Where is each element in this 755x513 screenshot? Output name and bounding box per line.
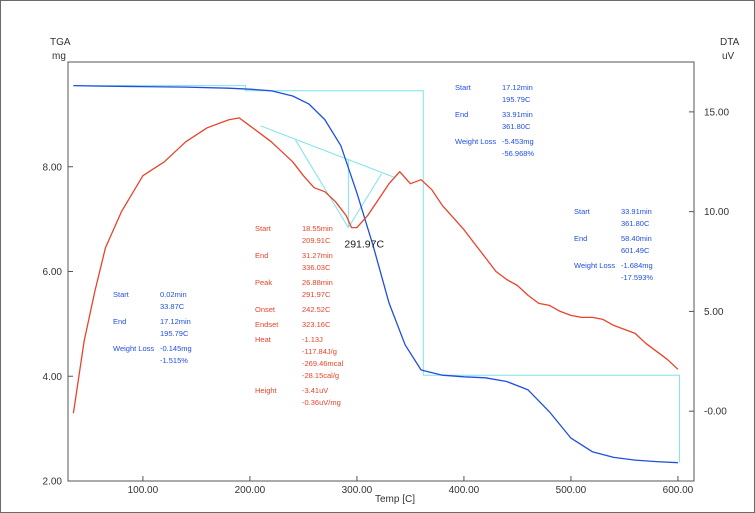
x-tick-label: 400.00 — [449, 485, 480, 496]
annotation-label: Start — [113, 290, 130, 299]
annotation-label: End — [455, 110, 468, 119]
annotation-value: 291.97C — [302, 290, 331, 299]
plot-area — [67, 61, 695, 482]
onset-tangent — [294, 139, 349, 228]
annotation-value: -56.968% — [502, 149, 534, 158]
annotation-value: -117.84J/g — [302, 347, 337, 356]
annotation-value: 323.16C — [302, 320, 331, 329]
annotation-value: -1.13J — [302, 335, 323, 344]
x-tick-label: 500.00 — [556, 485, 587, 496]
annotation-value: 26.88min — [302, 278, 333, 287]
annotation-label: End — [113, 317, 126, 326]
annotation-label: Weight Loss — [113, 344, 154, 353]
annotation-value: 17.12min — [160, 317, 191, 326]
annotation-value: 195.79C — [160, 329, 189, 338]
left-y-tick-label: 6.00 — [43, 267, 63, 278]
left-y-tick-label: 8.00 — [43, 162, 63, 173]
x-tick-label: 300.00 — [342, 485, 373, 496]
dta-curve — [72, 117, 679, 414]
annotation-value: -28.15cal/g — [302, 371, 339, 380]
annotation-value: 31.27min — [302, 251, 333, 260]
annotation-label: Peak — [255, 278, 272, 287]
annotation-label: Weight Loss — [574, 261, 615, 270]
annotation-value: -0.36uV/mg — [302, 398, 341, 407]
annotation-label: End — [574, 234, 587, 243]
annotation-label: End — [255, 251, 268, 260]
endset-tangent — [347, 173, 382, 228]
annotation-label: Onset — [255, 305, 276, 314]
annotation-value: 58.40min — [621, 234, 652, 243]
annotation-label: Start — [455, 83, 472, 92]
right-y-tick-label: 5.00 — [704, 307, 724, 318]
x-tick-label: 100.00 — [128, 485, 159, 496]
annotation-value: 33.87C — [160, 302, 185, 311]
annotation-value: -5.453mg — [502, 137, 534, 146]
annotation-value: -17.593% — [621, 273, 653, 282]
left-axis-title: TGA — [50, 37, 71, 48]
x-tick-label: 200.00 — [235, 485, 266, 496]
annotation-label: Weight Loss — [455, 137, 496, 146]
annotation-value: 361.80C — [502, 122, 531, 131]
annotation-value: 18.55min — [302, 224, 333, 233]
right-axis-title: DTA — [720, 37, 740, 48]
annotation-value: 17.12min — [502, 83, 533, 92]
annotation-value: 242.52C — [302, 305, 331, 314]
right-y-tick-label: 15.00 — [704, 107, 729, 118]
annotation-label: Height — [255, 386, 278, 395]
tga-curve — [73, 84, 678, 464]
annotation-value: 33.91min — [502, 110, 533, 119]
left-axis-unit: mg — [52, 51, 66, 62]
left-y-tick-label: 2.00 — [43, 477, 63, 488]
annotation-value: -1.515% — [160, 356, 188, 365]
annotation-value: -3.41uV — [302, 386, 328, 395]
dta-baseline — [260, 125, 396, 179]
annotation-label: Heat — [255, 335, 272, 344]
annotation-value: 195.79C — [502, 95, 531, 104]
x-axis-title: Temp [C] — [375, 494, 415, 505]
right-axis-unit: uV — [722, 51, 735, 62]
right-y-tick-label: 10.00 — [704, 207, 729, 218]
annotation-value: 209.91C — [302, 236, 331, 245]
annotation-value: 0.02min — [160, 290, 187, 299]
annotation-value: 361.80C — [621, 219, 650, 228]
annotation-value: 33.91min — [621, 207, 652, 216]
annotation-value: -0.145mg — [160, 344, 192, 353]
annotation-value: 601.49C — [621, 246, 650, 255]
left-y-tick-label: 4.00 — [43, 372, 63, 383]
annotation-value: 336.03C — [302, 263, 331, 272]
right-y-tick-label: -0.00 — [704, 407, 727, 418]
annotation-label: Start — [574, 207, 591, 216]
annotation-label: Start — [255, 224, 272, 233]
step-guide-line — [73, 85, 681, 463]
peak-label: 291.97C — [344, 239, 384, 251]
x-tick-label: 600.00 — [663, 485, 694, 496]
annotation-label: Endset — [255, 320, 279, 329]
annotation-value: -1.684mg — [621, 261, 653, 270]
annotation-value: -269.46mcal — [302, 359, 344, 368]
